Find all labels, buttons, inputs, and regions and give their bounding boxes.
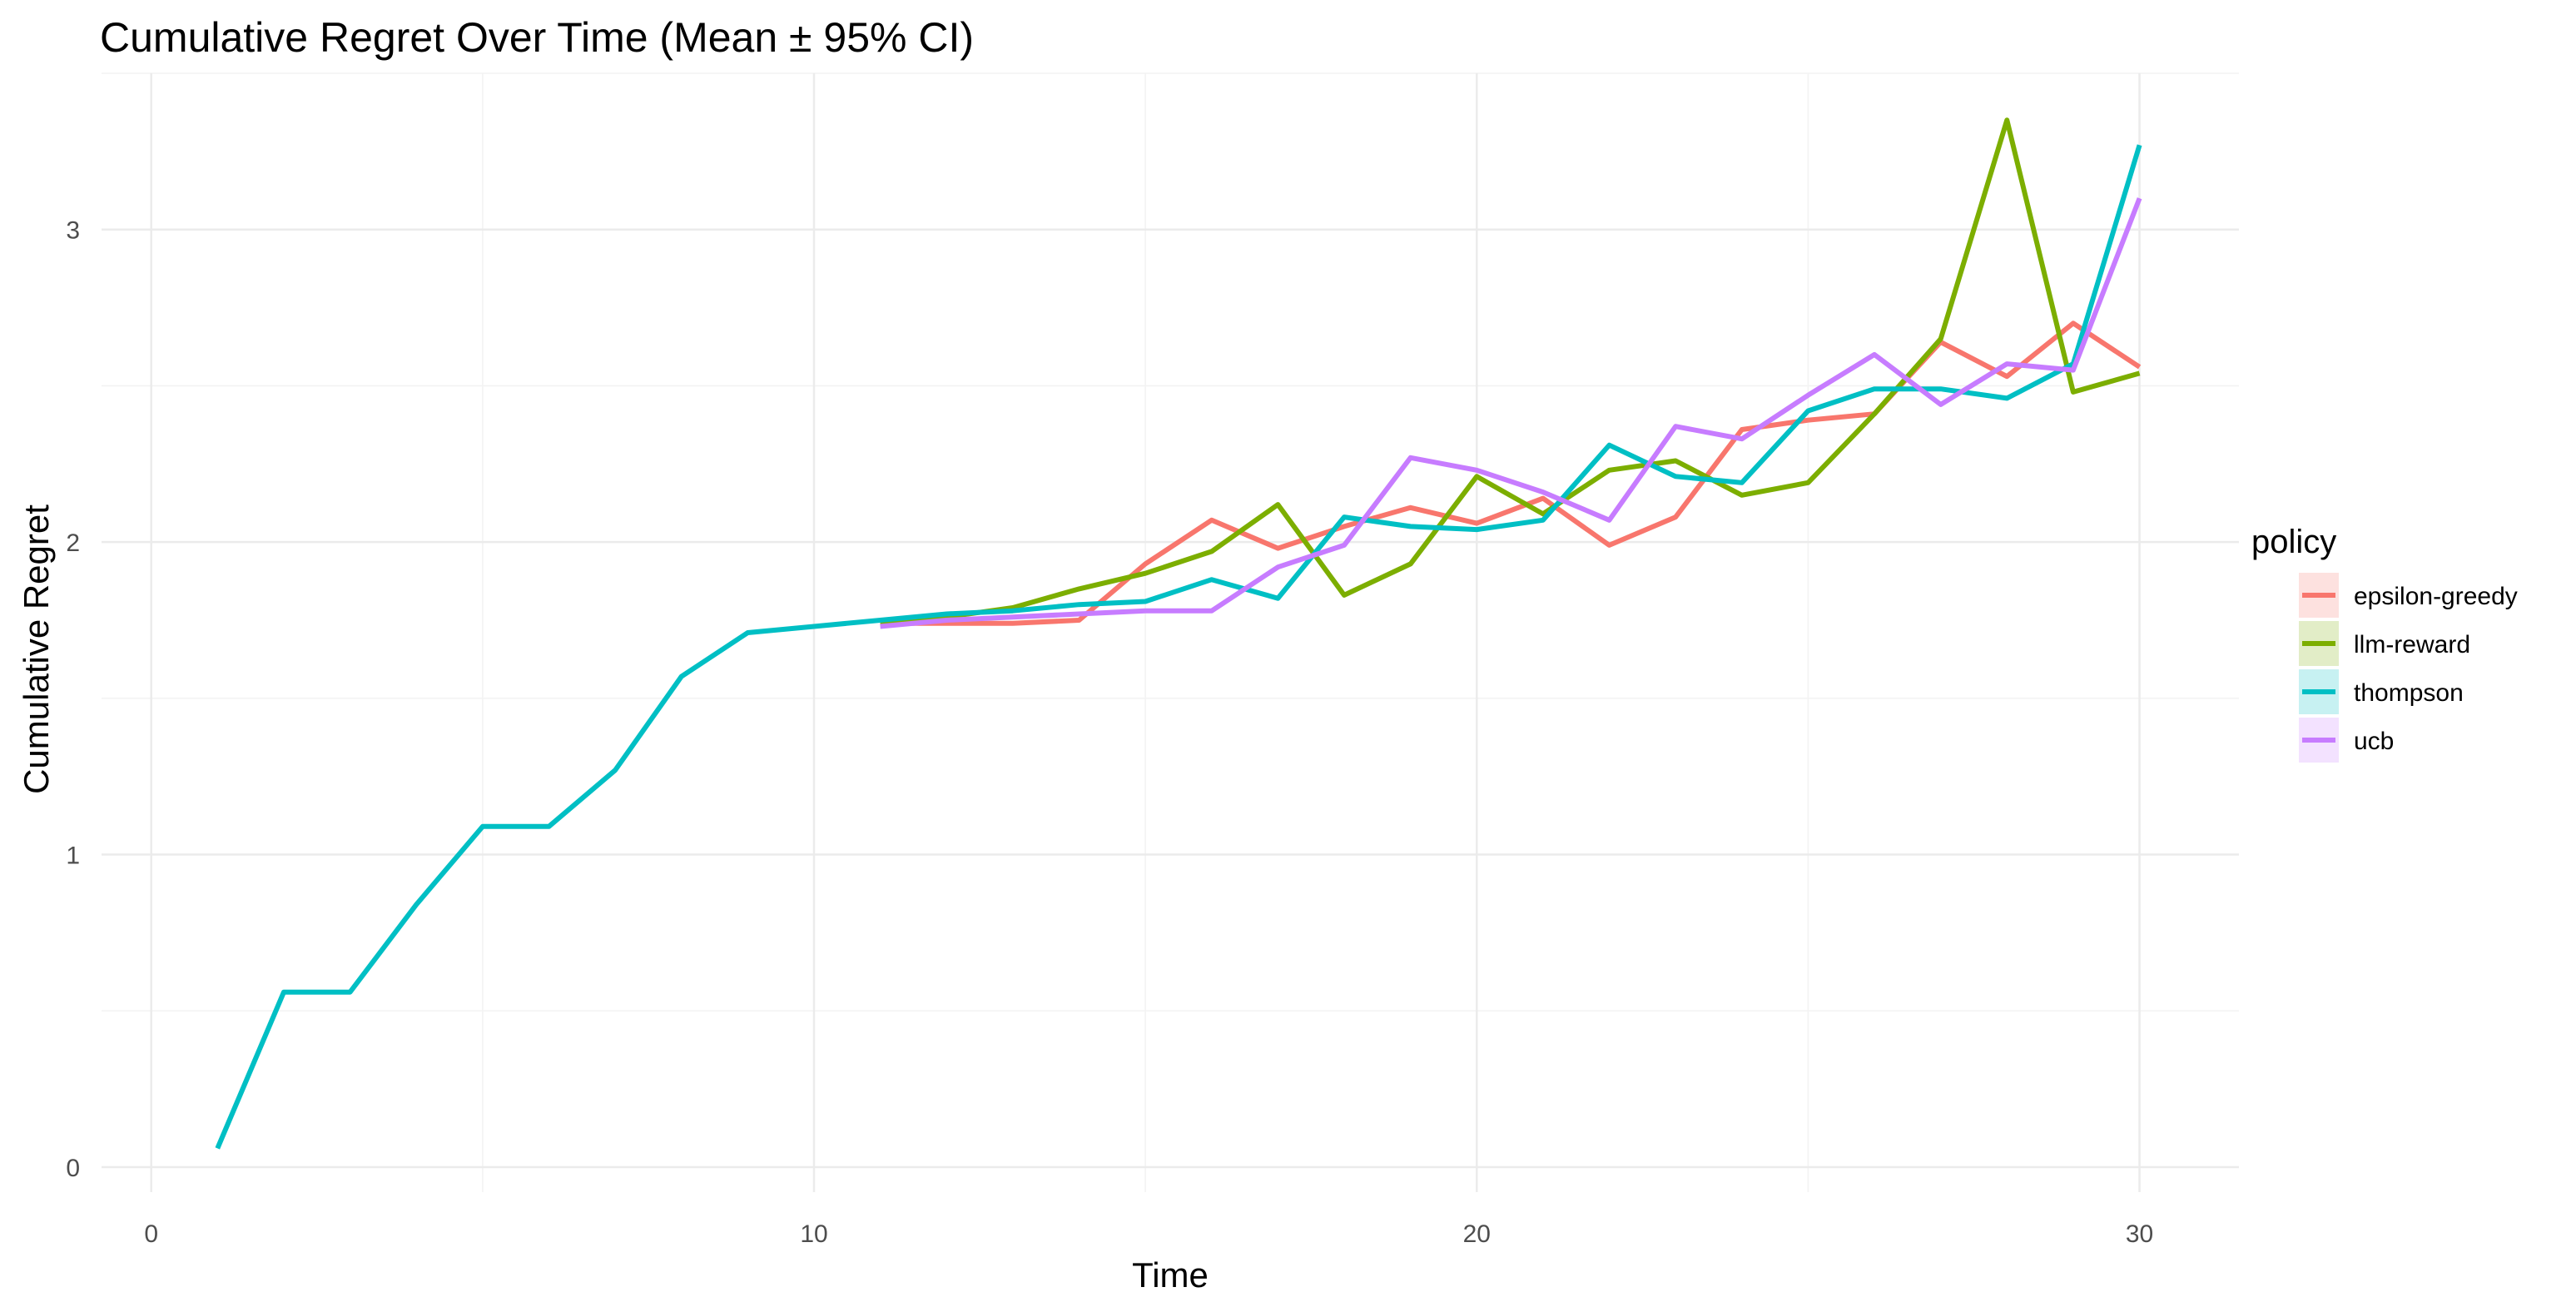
legend: policy epsilon-greedy llm-reward thompson u… — [2251, 524, 2518, 763]
series-line-thompson — [215, 144, 2142, 1150]
y-tick-label: 3 — [66, 217, 80, 245]
x-axis-ticks: 0 10 20 30 — [144, 1220, 2153, 1248]
y-tick-label: 1 — [66, 842, 80, 870]
legend-label: epsilon-greedy — [2354, 583, 2518, 610]
x-tick-label: 10 — [800, 1220, 827, 1248]
x-tick-label: 0 — [144, 1220, 158, 1248]
chart-title: Cumulative Regret Over Time (Mean ± 95% … — [100, 14, 974, 61]
legend-item-epsilon-greedy: epsilon-greedy — [2299, 573, 2518, 618]
y-axis-title: Cumulative Regret — [17, 504, 56, 794]
grid — [102, 72, 2239, 1192]
x-tick-label: 20 — [1463, 1220, 1491, 1248]
legend-label: llm-reward — [2354, 631, 2470, 658]
series-lines — [215, 117, 2142, 1150]
legend-label: ucb — [2354, 728, 2394, 755]
y-tick-label: 2 — [66, 529, 80, 557]
legend-label: thompson — [2354, 679, 2464, 707]
legend-item-llm-reward: llm-reward — [2299, 621, 2470, 666]
y-tick-label: 0 — [66, 1155, 80, 1182]
y-axis-ticks: 0 1 2 3 — [66, 217, 80, 1182]
legend-title: policy — [2251, 524, 2336, 560]
legend-items: epsilon-greedy llm-reward thompson ucb — [2299, 573, 2518, 763]
series-line-epsilon-greedy — [880, 321, 2142, 626]
series-line-ucb — [880, 197, 2142, 629]
legend-item-ucb: ucb — [2299, 718, 2394, 763]
x-axis-title: Time — [1132, 1255, 1209, 1295]
legend-item-thompson: thompson — [2299, 669, 2464, 714]
series-line-llm-reward — [880, 117, 2141, 626]
x-tick-label: 30 — [2126, 1220, 2153, 1248]
